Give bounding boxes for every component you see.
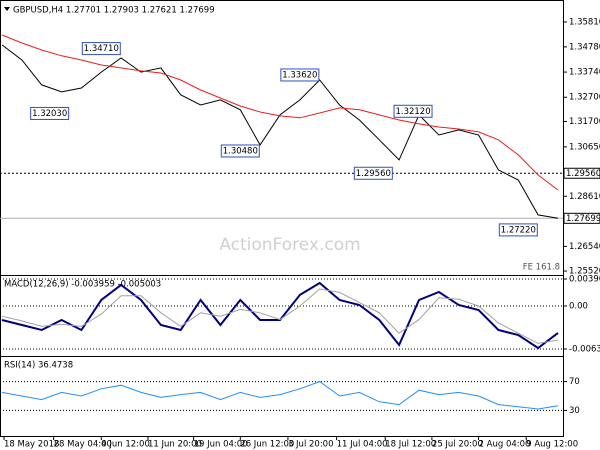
- fib-note: FE 161.8: [523, 263, 560, 273]
- panel-title: MACD(12,26,9) -0.003959 -0.005003: [4, 280, 161, 290]
- price-label-box: [498, 223, 538, 237]
- x-tick-label: 18 Jul 12:00: [385, 440, 436, 450]
- y-tick-label: 1.28610: [569, 192, 600, 202]
- y-tick-label: 1.32700: [569, 93, 600, 103]
- price-label: 1.27220: [501, 225, 536, 235]
- series-line: [1, 34, 559, 191]
- series-line: [1, 281, 559, 350]
- symbol-icon: [4, 7, 10, 11]
- x-tick-label: 11 Jul 04:00: [337, 440, 388, 450]
- series-line: [1, 44, 559, 219]
- price-label: 1.32120: [395, 107, 430, 117]
- x-tick-label: 11 Jun 20:00: [148, 440, 202, 450]
- panel-title: RSI(14) 36.4738: [4, 361, 73, 371]
- y-tick-label: 30: [569, 406, 580, 416]
- x-tick-label: 26 Jun 12:00: [240, 440, 294, 450]
- x-tick-label: 9 Aug 12:00: [526, 440, 578, 450]
- level-label-box: [563, 212, 600, 224]
- price-label-box: [280, 68, 320, 82]
- y-tick-label: 1.31700: [569, 117, 600, 127]
- level-label-box: [563, 167, 600, 179]
- x-tick-label: 2 Aug 04:00: [479, 440, 531, 450]
- price-label-box: [220, 144, 260, 158]
- panel-title: GBPUSD,H4 1.27701 1.27903 1.27621 1.2769…: [13, 6, 215, 16]
- x-tick-label: 18 May 2018: [4, 440, 59, 450]
- price-label: 1.29560: [356, 169, 391, 179]
- y-tick-label: 70: [569, 377, 580, 387]
- x-tick-label: 3 Jul 20:00: [288, 440, 334, 450]
- level-label: 1.29560: [566, 169, 600, 179]
- y-tick-label: 1.26540: [569, 242, 600, 252]
- price-label: 1.32030: [32, 109, 67, 119]
- series-line: [1, 288, 559, 344]
- x-tick-label: 25 Jul 20:00: [432, 440, 483, 450]
- level-label: 1.27699: [566, 214, 600, 224]
- series-line: [1, 381, 559, 410]
- y-tick-label: 1.35810: [569, 17, 600, 27]
- price-label: 1.33620: [282, 70, 317, 80]
- price-label: 1.30480: [223, 146, 258, 156]
- price-label-box: [353, 166, 393, 180]
- y-tick-label: 1.33740: [569, 68, 600, 78]
- watermark: ActionForex.com: [219, 235, 360, 255]
- x-tick-label: 4 Jun 12:00: [101, 440, 150, 450]
- x-tick-label: 28 May 04:00: [54, 440, 112, 450]
- price-label-box: [30, 106, 70, 120]
- y-tick-label: 0.003964: [569, 275, 600, 285]
- y-tick-label: -0.006324: [569, 345, 600, 355]
- price-label-box: [81, 42, 121, 56]
- price-label-box: [393, 104, 433, 118]
- price-label: 1.34710: [84, 44, 119, 54]
- y-tick-label: 1.34780: [569, 42, 600, 52]
- y-tick-label: 0.00: [569, 301, 588, 311]
- y-tick-label: 1.25520: [569, 267, 600, 277]
- x-tick-label: 19 Jun 04:00: [194, 440, 248, 450]
- y-tick-label: 1.30650: [569, 142, 600, 152]
